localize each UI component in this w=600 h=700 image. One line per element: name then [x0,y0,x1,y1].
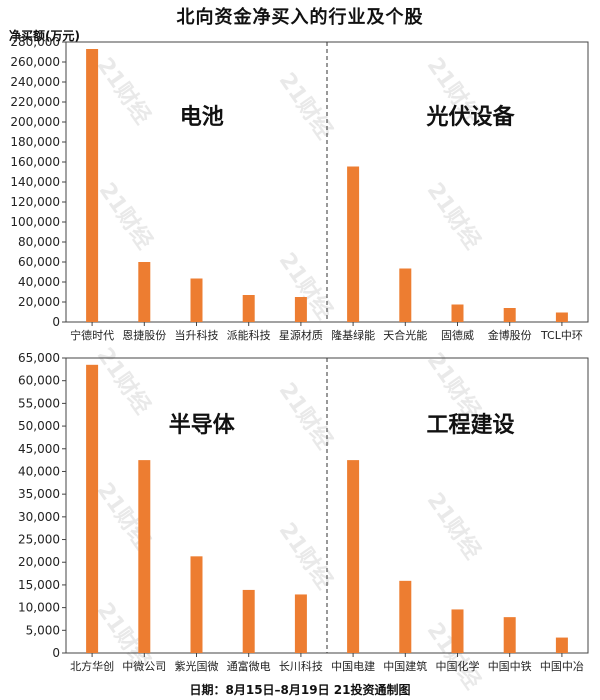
bar [190,278,203,322]
y-tick-label: 140,000 [10,175,60,189]
watermark-text: 21财经 [94,178,158,254]
bar [347,166,360,322]
y-tick-label: 20,000 [18,295,60,309]
bar [294,594,307,653]
y-tick-label: 0 [52,315,60,329]
y-tick-label: 15,000 [18,578,60,592]
y-tick-label: 20,000 [18,555,60,569]
watermark-text: 21财经 [92,53,156,129]
y-tick-label: 5,000 [26,623,60,637]
group-label: 工程建设 [427,413,515,438]
y-tick-label: 200,000 [10,115,60,129]
y-tick-label: 65,000 [18,351,60,365]
y-tick-label: 50,000 [18,419,60,433]
bar [242,589,255,653]
x-tick-label: TCL中环 [540,329,583,342]
bar [86,49,99,322]
y-tick-label: 10,000 [18,601,60,615]
bar [347,460,360,653]
y-tick-label: 55,000 [18,396,60,410]
watermark-text: 21财经 [274,518,338,594]
group-label: 电池 [180,105,224,130]
bar [451,304,464,322]
bar [555,312,568,322]
y-tick-label: 60,000 [18,374,60,388]
x-tick-label: 中国中冶 [540,659,584,673]
bar [555,637,568,653]
chart-title: 北向资金净买入的行业及个股 [176,7,424,28]
x-tick-label: 中国电建 [331,659,375,673]
group-label: 光伏设备 [426,104,516,130]
x-tick-label: 隆基绿能 [331,328,375,342]
x-tick-label: 宁德时代 [70,328,114,342]
y-tick-label: 80,000 [18,235,60,249]
x-tick-label: 天合光能 [383,328,427,342]
y-tick-label: 240,000 [10,75,60,89]
bar [138,262,151,322]
x-tick-label: 金博股份 [488,328,532,342]
x-tick-label: 中微公司 [122,659,166,673]
y-tick-label: 45,000 [18,442,60,456]
bar [242,295,255,322]
y-tick-label: 40,000 [18,464,60,478]
y-tick-label: 160,000 [10,155,60,169]
watermark-text: 21财经 [422,178,486,254]
watermark-text: 21财经 [92,343,156,419]
y-tick-label: 100,000 [10,215,60,229]
x-tick-label: 中国中铁 [488,660,532,673]
bar [138,460,151,653]
bar [86,364,99,653]
y-tick-label: 40,000 [18,275,60,289]
bar [399,268,412,322]
y-tick-label: 260,000 [10,55,60,69]
bar [294,297,307,322]
y-tick-label: 25,000 [18,533,60,547]
bar [399,580,412,653]
x-tick-label: 通富微电 [227,659,271,673]
x-tick-label: 当升科技 [175,328,219,342]
x-tick-label: 中国建筑 [383,659,427,673]
bar [451,609,464,653]
y-tick-label: 30,000 [18,510,60,524]
x-tick-label: 星源材质 [279,328,323,342]
x-tick-label: 固德威 [441,328,474,342]
y-tick-label: 35,000 [18,487,60,501]
y-tick-label: 220,000 [10,95,60,109]
y-tick-label: 280,000 [10,35,60,49]
x-tick-label: 恩捷股份 [122,328,166,342]
watermark-text: 21财经 [422,488,486,564]
y-tick-label: 120,000 [10,195,60,209]
watermark-text: 21财经 [274,68,338,144]
y-axis-unit-label: 净买额(万元) [9,29,80,43]
x-tick-label: 紫光国微 [175,659,219,673]
y-tick-label: 60,000 [18,255,60,269]
x-tick-label: 中国化学 [436,659,480,673]
x-tick-label: 北方华创 [70,659,114,673]
bar [503,617,516,653]
bar [190,556,203,653]
group-label: 半导体 [169,413,236,438]
watermark-text: 21财经 [274,378,338,454]
y-tick-label: 0 [52,646,60,660]
bar [503,308,516,322]
y-tick-label: 180,000 [10,135,60,149]
footer-note: 日期：8月15日–8月19日 21投资通制图 [189,683,411,697]
x-tick-label: 长川科技 [279,659,323,673]
x-tick-label: 派能科技 [227,328,271,342]
